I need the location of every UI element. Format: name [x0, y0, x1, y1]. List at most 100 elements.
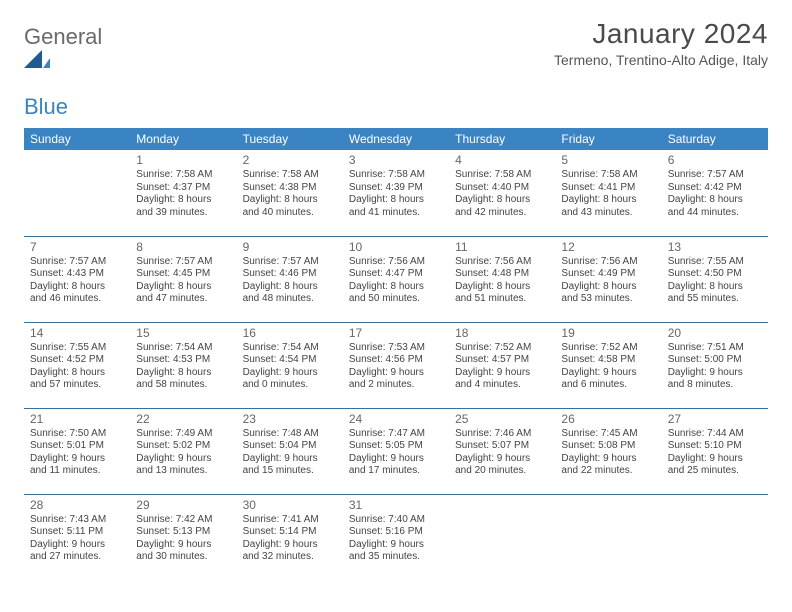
- day-number: 23: [243, 412, 337, 427]
- calendar-day-cell: 7Sunrise: 7:57 AMSunset: 4:43 PMDaylight…: [24, 236, 130, 322]
- day-number: 30: [243, 498, 337, 513]
- calendar-table: SundayMondayTuesdayWednesdayThursdayFrid…: [24, 128, 768, 580]
- day-daylight: Daylight: 9 hours and 13 minutes.: [136, 453, 230, 478]
- day-sunrise: Sunrise: 7:58 AM: [455, 169, 549, 182]
- day-sunset: Sunset: 4:57 PM: [455, 354, 549, 367]
- day-number: 14: [30, 326, 124, 341]
- day-sunrise: Sunrise: 7:55 AM: [668, 256, 762, 269]
- day-sunset: Sunset: 4:58 PM: [561, 354, 655, 367]
- day-sunset: Sunset: 4:45 PM: [136, 268, 230, 281]
- calendar-day-cell: 3Sunrise: 7:58 AMSunset: 4:39 PMDaylight…: [343, 150, 449, 236]
- day-sunrise: Sunrise: 7:56 AM: [349, 256, 443, 269]
- day-sunset: Sunset: 5:05 PM: [349, 440, 443, 453]
- day-daylight: Daylight: 9 hours and 32 minutes.: [243, 539, 337, 564]
- day-sunrise: Sunrise: 7:57 AM: [30, 256, 124, 269]
- day-sunrise: Sunrise: 7:55 AM: [30, 342, 124, 355]
- calendar-day-cell: 18Sunrise: 7:52 AMSunset: 4:57 PMDayligh…: [449, 322, 555, 408]
- day-number: 8: [136, 240, 230, 255]
- logo: General Blue: [24, 24, 104, 120]
- calendar-day-cell: 12Sunrise: 7:56 AMSunset: 4:49 PMDayligh…: [555, 236, 661, 322]
- logo-word-2: Blue: [24, 94, 68, 119]
- weekday-header: Thursday: [449, 128, 555, 150]
- calendar-day-cell: 8Sunrise: 7:57 AMSunset: 4:45 PMDaylight…: [130, 236, 236, 322]
- day-sunrise: Sunrise: 7:48 AM: [243, 428, 337, 441]
- day-sunrise: Sunrise: 7:43 AM: [30, 514, 124, 527]
- day-number: 31: [349, 498, 443, 513]
- day-sunset: Sunset: 4:39 PM: [349, 182, 443, 195]
- day-sunrise: Sunrise: 7:57 AM: [136, 256, 230, 269]
- day-sunset: Sunset: 4:47 PM: [349, 268, 443, 281]
- calendar-day-cell: 17Sunrise: 7:53 AMSunset: 4:56 PMDayligh…: [343, 322, 449, 408]
- day-sunrise: Sunrise: 7:58 AM: [136, 169, 230, 182]
- weekday-header: Sunday: [24, 128, 130, 150]
- calendar-week-row: 28Sunrise: 7:43 AMSunset: 5:11 PMDayligh…: [24, 494, 768, 580]
- day-sunrise: Sunrise: 7:58 AM: [349, 169, 443, 182]
- weekday-header: Tuesday: [237, 128, 343, 150]
- day-sunset: Sunset: 4:56 PM: [349, 354, 443, 367]
- day-number: 6: [668, 153, 762, 168]
- day-sunrise: Sunrise: 7:52 AM: [561, 342, 655, 355]
- weekday-header: Wednesday: [343, 128, 449, 150]
- day-daylight: Daylight: 9 hours and 30 minutes.: [136, 539, 230, 564]
- day-sunrise: Sunrise: 7:58 AM: [561, 169, 655, 182]
- day-sunrise: Sunrise: 7:56 AM: [561, 256, 655, 269]
- day-sunset: Sunset: 4:49 PM: [561, 268, 655, 281]
- day-daylight: Daylight: 8 hours and 40 minutes.: [243, 194, 337, 219]
- day-daylight: Daylight: 9 hours and 17 minutes.: [349, 453, 443, 478]
- day-daylight: Daylight: 9 hours and 11 minutes.: [30, 453, 124, 478]
- calendar-day-cell: 30Sunrise: 7:41 AMSunset: 5:14 PMDayligh…: [237, 494, 343, 580]
- calendar-week-row: 7Sunrise: 7:57 AMSunset: 4:43 PMDaylight…: [24, 236, 768, 322]
- day-daylight: Daylight: 9 hours and 0 minutes.: [243, 367, 337, 392]
- day-number: 1: [136, 153, 230, 168]
- day-number: 3: [349, 153, 443, 168]
- day-sunset: Sunset: 4:42 PM: [668, 182, 762, 195]
- day-sunset: Sunset: 4:46 PM: [243, 268, 337, 281]
- day-sunset: Sunset: 4:52 PM: [30, 354, 124, 367]
- day-sunset: Sunset: 5:08 PM: [561, 440, 655, 453]
- logo-text: General Blue: [24, 24, 104, 120]
- day-daylight: Daylight: 8 hours and 47 minutes.: [136, 281, 230, 306]
- day-sunrise: Sunrise: 7:57 AM: [668, 169, 762, 182]
- day-number: 17: [349, 326, 443, 341]
- calendar-day-cell: 26Sunrise: 7:45 AMSunset: 5:08 PMDayligh…: [555, 408, 661, 494]
- day-number: 4: [455, 153, 549, 168]
- calendar-day-cell: 13Sunrise: 7:55 AMSunset: 4:50 PMDayligh…: [662, 236, 768, 322]
- calendar-day-cell: 22Sunrise: 7:49 AMSunset: 5:02 PMDayligh…: [130, 408, 236, 494]
- day-daylight: Daylight: 9 hours and 4 minutes.: [455, 367, 549, 392]
- calendar-week-row: 21Sunrise: 7:50 AMSunset: 5:01 PMDayligh…: [24, 408, 768, 494]
- day-daylight: Daylight: 8 hours and 44 minutes.: [668, 194, 762, 219]
- day-daylight: Daylight: 9 hours and 2 minutes.: [349, 367, 443, 392]
- calendar-day-cell: 5Sunrise: 7:58 AMSunset: 4:41 PMDaylight…: [555, 150, 661, 236]
- day-sunset: Sunset: 4:48 PM: [455, 268, 549, 281]
- calendar-day-cell: 6Sunrise: 7:57 AMSunset: 4:42 PMDaylight…: [662, 150, 768, 236]
- day-daylight: Daylight: 9 hours and 27 minutes.: [30, 539, 124, 564]
- calendar-day-cell: 29Sunrise: 7:42 AMSunset: 5:13 PMDayligh…: [130, 494, 236, 580]
- calendar-day-cell: 24Sunrise: 7:47 AMSunset: 5:05 PMDayligh…: [343, 408, 449, 494]
- day-daylight: Daylight: 8 hours and 48 minutes.: [243, 281, 337, 306]
- calendar-week-row: 14Sunrise: 7:55 AMSunset: 4:52 PM Dayligh…: [24, 322, 768, 408]
- day-number: 26: [561, 412, 655, 427]
- calendar-day-cell: 28Sunrise: 7:43 AMSunset: 5:11 PMDayligh…: [24, 494, 130, 580]
- calendar-day-cell: [24, 150, 130, 236]
- day-daylight: Daylight: 9 hours and 6 minutes.: [561, 367, 655, 392]
- day-sunset: Sunset: 4:50 PM: [668, 268, 762, 281]
- day-sunrise: Sunrise: 7:41 AM: [243, 514, 337, 527]
- calendar-day-cell: [555, 494, 661, 580]
- weekday-header: Saturday: [662, 128, 768, 150]
- day-sunrise: Sunrise: 7:53 AM: [349, 342, 443, 355]
- day-daylight: Daylight: 9 hours and 20 minutes.: [455, 453, 549, 478]
- calendar-day-cell: 31Sunrise: 7:40 AMSunset: 5:16 PMDayligh…: [343, 494, 449, 580]
- day-sunset: Sunset: 5:04 PM: [243, 440, 337, 453]
- day-number: 20: [668, 326, 762, 341]
- day-sunrise: Sunrise: 7:45 AM: [561, 428, 655, 441]
- day-number: 27: [668, 412, 762, 427]
- day-sunrise: Sunrise: 7:46 AM: [455, 428, 549, 441]
- day-number: 22: [136, 412, 230, 427]
- day-sunset: Sunset: 4:53 PM: [136, 354, 230, 367]
- logo-word-1: General: [24, 24, 102, 49]
- day-sunrise: Sunrise: 7:54 AM: [243, 342, 337, 355]
- day-sunset: Sunset: 5:11 PM: [30, 526, 124, 539]
- calendar-day-cell: [662, 494, 768, 580]
- day-daylight: Daylight: 8 hours and 58 minutes.: [136, 367, 230, 392]
- weekday-header: Friday: [555, 128, 661, 150]
